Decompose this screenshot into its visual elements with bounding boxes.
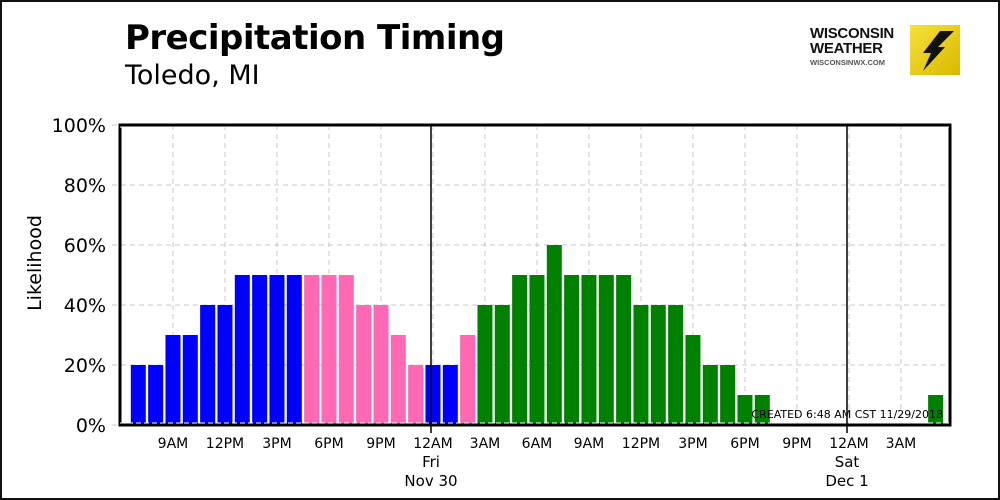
x-tick-label: 3AM [470, 436, 501, 452]
x-tick-label: 9AM [158, 436, 189, 452]
y-tick-label: 100% [52, 115, 106, 137]
bar-mix [356, 305, 372, 425]
bar-rain [598, 275, 614, 425]
bar-rain [720, 365, 736, 425]
x-tick-label: 9PM [366, 436, 395, 452]
bar-mix [338, 275, 354, 425]
bar-snow [217, 305, 233, 425]
logo-url: WISCONSINWX.COM [810, 58, 885, 67]
bar-rain [737, 395, 753, 425]
bar-rain [529, 275, 545, 425]
y-tick-label: 60% [64, 235, 106, 257]
bar-snow [165, 335, 181, 425]
bar-rain [702, 365, 718, 425]
bar-snow [442, 365, 458, 425]
logo-line2: WEATHER [810, 40, 883, 57]
bar-snow [252, 275, 268, 425]
bar-rain [546, 245, 562, 425]
x-tick-label: 12AM [413, 436, 452, 452]
bar-rain [581, 275, 597, 425]
bar-snow [286, 275, 302, 425]
y-tick-label: 0% [76, 415, 106, 437]
date-label: Nov 30 [404, 472, 457, 490]
bar-snow [130, 365, 146, 425]
created-timestamp: CREATED 6:48 AM CST 11/29/2018 [751, 408, 943, 421]
bar-rain [564, 275, 580, 425]
bar-mix [373, 305, 389, 425]
bar-rain [477, 305, 493, 425]
x-tick-label: 12PM [206, 436, 244, 452]
bar-mix [321, 275, 337, 425]
date-label: Dec 1 [825, 472, 868, 490]
bar-snow [234, 275, 250, 425]
bar-snow [182, 335, 198, 425]
x-tick-label: 6AM [522, 436, 553, 452]
y-tick-label: 80% [64, 175, 106, 197]
chart-title: Precipitation Timing [125, 18, 505, 58]
logo: WISCONSIN WEATHER WISCONSINWX.COM [810, 26, 905, 67]
bar-rain [616, 275, 632, 425]
bar-rain [928, 395, 944, 425]
bar-mix [460, 335, 476, 425]
x-tick-label: 3PM [678, 436, 707, 452]
y-tick-label: 20% [64, 355, 106, 377]
bar-snow [148, 365, 164, 425]
x-tick-label: 12PM [622, 436, 660, 452]
bar-rain [650, 305, 666, 425]
bar-snow [425, 365, 441, 425]
bar-rain [494, 305, 510, 425]
x-tick-label: 9AM [574, 436, 605, 452]
bar-rain [754, 395, 770, 425]
day-label: Fri [422, 453, 440, 471]
bar-mix [304, 275, 320, 425]
bar-rain [633, 305, 649, 425]
bar-mix [408, 365, 424, 425]
y-tick-label: 40% [64, 295, 106, 317]
x-tick-label: 3AM [886, 436, 917, 452]
bar-snow [269, 275, 285, 425]
x-tick-label: 9PM [782, 436, 811, 452]
bar-rain [685, 335, 701, 425]
x-tick-label: 6PM [730, 436, 759, 452]
bar-rain [668, 305, 684, 425]
bar-snow [200, 305, 216, 425]
x-tick-label: 12AM [829, 436, 868, 452]
logo-line1: WISCONSIN [810, 25, 894, 42]
lightning-bolt-icon [910, 25, 960, 75]
chart-subtitle: Toledo, MI [125, 60, 260, 91]
day-label: Sat [835, 453, 860, 471]
bar-rain [512, 275, 528, 425]
bar-mix [390, 335, 406, 425]
plot-border [118, 123, 952, 427]
x-tick-label: 3PM [262, 436, 291, 452]
x-tick-label: 6PM [314, 436, 343, 452]
